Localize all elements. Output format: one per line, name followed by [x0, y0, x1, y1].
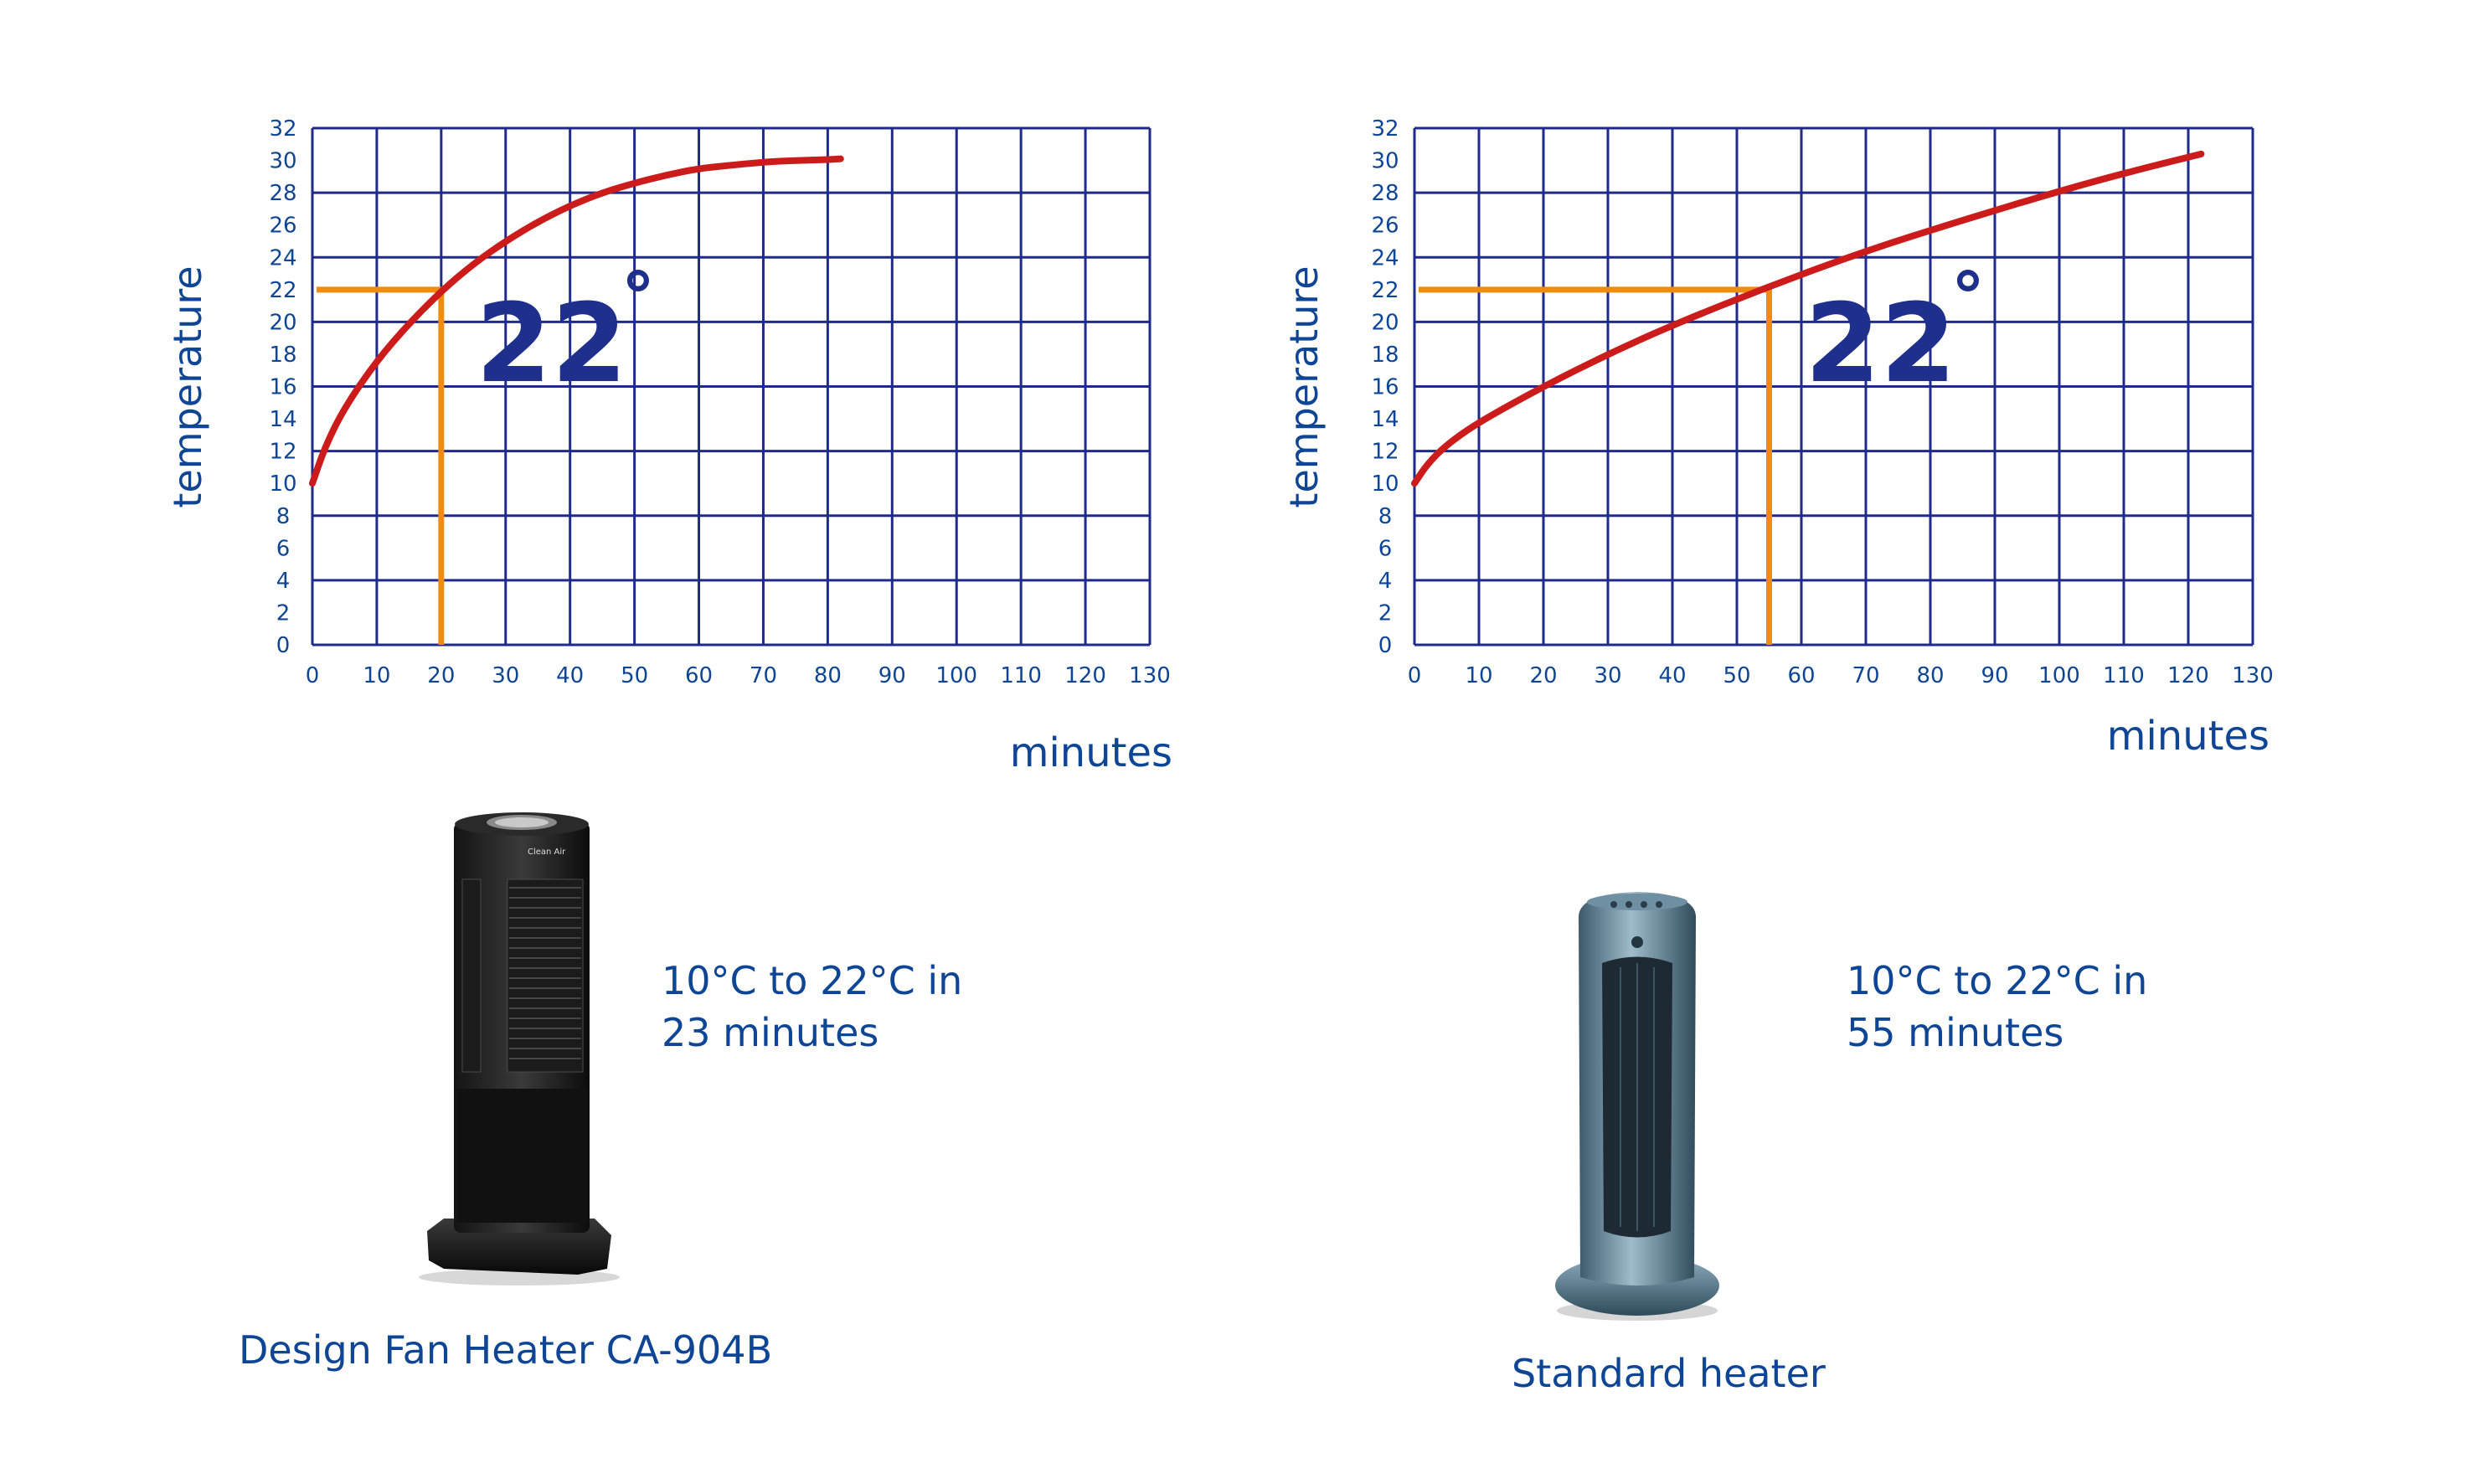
product-name-ca904b: Design Fan Heater CA-904B	[239, 1327, 773, 1373]
y-tick-label: 28	[1371, 181, 1399, 206]
x-tick-label: 20	[427, 663, 455, 688]
y-axis-label: temperature	[165, 265, 210, 508]
series-line	[1411, 150, 2205, 487]
x-tick-label: 120	[2167, 663, 2209, 688]
caption-standard-line2: 55 minutes	[1847, 1010, 2064, 1055]
standard-heater-image	[1555, 892, 1719, 1321]
x-tick-label: 30	[1594, 663, 1621, 688]
x-tick-label: 90	[1981, 663, 2008, 688]
x-tick-label: 40	[556, 663, 584, 688]
annotation-label: 22	[1805, 280, 1956, 407]
y-tick-label: 4	[276, 569, 291, 594]
x-tick-label: 100	[2038, 663, 2080, 688]
x-tick-label: 50	[621, 663, 648, 688]
x-tick-label: 110	[2103, 663, 2145, 688]
y-tick-label: 2	[1378, 600, 1393, 626]
x-tick-label: 50	[1723, 663, 1750, 688]
y-tick-label: 26	[1371, 214, 1399, 239]
x-tick-label: 10	[363, 663, 390, 688]
x-tick-label: 80	[1916, 663, 1944, 688]
x-tick-label: 10	[1465, 663, 1492, 688]
y-tick-label: 18	[1371, 343, 1399, 368]
x-tick-label: 30	[492, 663, 519, 688]
y-tick-label: 2	[276, 600, 291, 626]
y-tick-label: 20	[269, 310, 296, 335]
x-tick-label: 40	[1658, 663, 1686, 688]
series-line	[309, 155, 844, 487]
x-tick-label: 60	[1787, 663, 1815, 688]
x-tick-label: 20	[1529, 663, 1557, 688]
y-tick-label: 6	[1378, 536, 1393, 561]
ca904b-brand-mark: Clean Air	[528, 848, 566, 857]
ca904b-heater-image: Clean Air	[419, 812, 620, 1286]
x-tick-label: 130	[1129, 663, 1171, 688]
y-tick-label: 16	[1371, 375, 1399, 400]
annotation-label: 22	[476, 280, 627, 407]
annotation-degree: °	[1951, 258, 1985, 336]
x-tick-label: 130	[2232, 663, 2274, 688]
y-tick-label: 14	[269, 407, 296, 432]
product-name-standard: Standard heater	[1512, 1351, 1826, 1396]
x-tick-label: 110	[1000, 663, 1042, 688]
y-tick-label: 14	[1371, 407, 1399, 432]
y-tick-label: 24	[269, 245, 296, 271]
x-tick-label: 90	[878, 663, 906, 688]
y-tick-label: 22	[1371, 278, 1399, 303]
y-tick-label: 32	[1371, 116, 1399, 142]
y-tick-label: 12	[269, 440, 296, 465]
x-axis-label: minutes	[2107, 713, 2269, 760]
y-tick-label: 10	[1371, 471, 1399, 497]
y-tick-label: 30	[1371, 149, 1399, 174]
x-tick-label: 0	[1408, 663, 1422, 688]
y-tick-label: 8	[1378, 504, 1393, 529]
y-tick-label: 18	[269, 343, 296, 368]
y-tick-label: 30	[269, 149, 296, 174]
caption-ca904b-line1: 10°C to 22°C in	[662, 958, 963, 1003]
x-tick-label: 80	[814, 663, 842, 688]
y-tick-label: 20	[1371, 310, 1399, 335]
annotation-degree: °	[621, 258, 655, 336]
y-tick-label: 4	[1378, 569, 1393, 594]
x-tick-label: 60	[685, 663, 713, 688]
caption-standard: 10°C to 22°C in 55 minutes	[1847, 955, 2147, 1059]
svg-text:Clean Air: Clean Air	[528, 848, 566, 857]
x-axis-label: minutes	[1010, 729, 1172, 776]
x-tick-label: 70	[1852, 663, 1879, 688]
y-tick-label: 22	[269, 278, 296, 303]
y-tick-label: 0	[276, 633, 291, 658]
y-tick-label: 0	[1378, 633, 1393, 658]
y-tick-label: 26	[269, 214, 296, 239]
y-axis-label: temperature	[1281, 265, 1327, 508]
x-tick-label: 0	[306, 663, 320, 688]
y-tick-label: 6	[276, 536, 291, 561]
x-tick-label: 100	[935, 663, 977, 688]
y-tick-label: 32	[269, 116, 296, 142]
caption-ca904b-line2: 23 minutes	[662, 1010, 879, 1055]
caption-ca904b: 10°C to 22°C in 23 minutes	[662, 955, 962, 1059]
x-tick-label: 70	[750, 663, 777, 688]
y-tick-label: 24	[1371, 245, 1399, 271]
y-tick-label: 10	[269, 471, 296, 497]
y-tick-label: 16	[269, 375, 296, 400]
x-tick-label: 120	[1064, 663, 1106, 688]
y-tick-label: 8	[276, 504, 291, 529]
y-tick-label: 12	[1371, 440, 1399, 465]
caption-standard-line1: 10°C to 22°C in	[1847, 958, 2148, 1003]
y-tick-label: 28	[269, 181, 296, 206]
